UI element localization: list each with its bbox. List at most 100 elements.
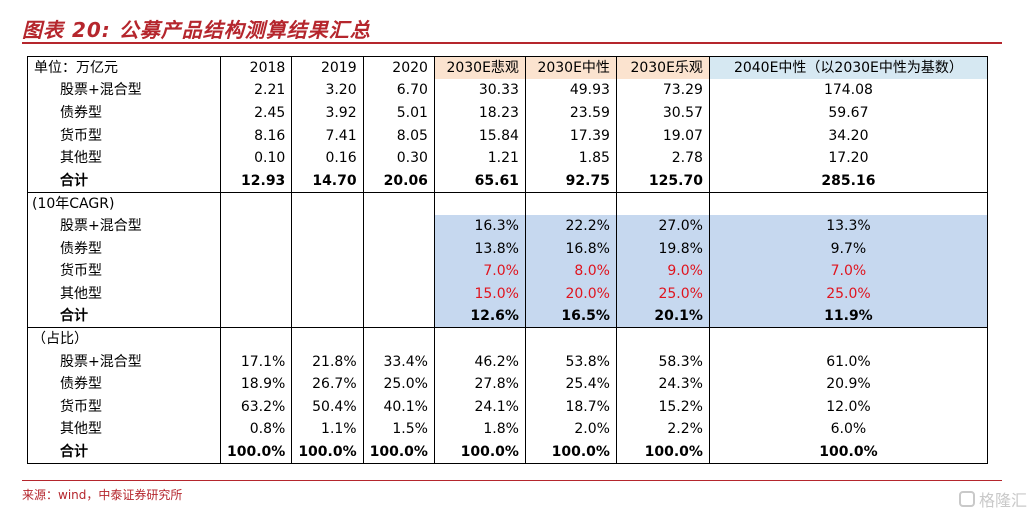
data-cell: 24.3% bbox=[616, 372, 710, 396]
empty-cell bbox=[616, 327, 710, 351]
data-cell: 13.8% bbox=[434, 237, 526, 260]
data-cell: 1.1% bbox=[291, 418, 364, 441]
empty-cell bbox=[363, 327, 435, 351]
watermark-text: 格隆汇 bbox=[978, 491, 1027, 510]
data-cell: 46.2% bbox=[434, 350, 526, 373]
empty-cell bbox=[709, 192, 988, 215]
data-cell: 92.75 bbox=[525, 169, 617, 193]
data-cell: 100.0% bbox=[616, 440, 710, 464]
data-cell: 18.7% bbox=[525, 395, 617, 418]
data-cell: 14.70 bbox=[291, 169, 364, 193]
data-cell: 6.0% bbox=[709, 418, 988, 441]
data-cell: 27.8% bbox=[434, 372, 526, 396]
data-cell: 58.3% bbox=[616, 350, 710, 373]
table-row: 债券型 18.9% 26.7% 25.0% 27.8% 25.4% 24.3% 20.9% bbox=[27, 372, 988, 396]
data-cell: 3.20 bbox=[291, 79, 364, 102]
data-cell: 12.0% bbox=[709, 395, 988, 418]
data-cell: 15.2% bbox=[616, 395, 710, 418]
row-label: 合计 bbox=[27, 169, 221, 193]
data-cell: 16.3% bbox=[434, 214, 526, 238]
data-cell: 1.85 bbox=[525, 146, 617, 170]
row-label: 合计 bbox=[27, 305, 221, 329]
data-cell: 20.9% bbox=[709, 372, 988, 396]
data-cell: 73.29 bbox=[616, 79, 710, 102]
data-cell: 27.0% bbox=[616, 214, 710, 238]
data-cell bbox=[220, 282, 293, 306]
title-underline bbox=[22, 42, 1002, 44]
data-cell: 20.1% bbox=[616, 305, 710, 329]
data-cell: 1.5% bbox=[363, 418, 435, 441]
row-label: 其他型 bbox=[27, 282, 221, 306]
data-cell: 25.4% bbox=[525, 372, 617, 396]
header-cell: 2019 bbox=[291, 56, 364, 80]
data-cell: 65.61 bbox=[434, 169, 526, 193]
data-cell: 1.21 bbox=[434, 146, 526, 170]
data-cell: 22.2% bbox=[525, 214, 617, 238]
row-label: 其他型 bbox=[27, 418, 221, 441]
empty-cell bbox=[616, 192, 710, 215]
row-label: 债券型 bbox=[27, 237, 221, 260]
title-bar: 图表 20: 公募产品结构测算结果汇总 bbox=[22, 8, 1002, 44]
data-cell bbox=[363, 259, 435, 283]
table-row: 货币型 7.0% 8.0% 9.0% 7.0% bbox=[27, 259, 988, 283]
data-cell: 0.10 bbox=[220, 146, 293, 170]
data-cell bbox=[363, 237, 435, 260]
data-cell: 285.16 bbox=[709, 169, 988, 193]
data-cell: 174.08 bbox=[709, 79, 988, 102]
data-cell: 9.0% bbox=[616, 259, 710, 283]
empty-cell bbox=[434, 192, 526, 215]
header-cell: 2030E乐观 bbox=[616, 56, 710, 80]
data-cell: 7.41 bbox=[291, 124, 364, 147]
data-cell: 61.0% bbox=[709, 350, 988, 373]
data-cell: 17.1% bbox=[220, 350, 293, 373]
empty-cell bbox=[291, 192, 364, 215]
table-row: 货币型 8.16 7.41 8.05 15.84 17.39 19.07 34.20 bbox=[27, 124, 988, 147]
data-cell: 40.1% bbox=[363, 395, 435, 418]
table-row: 股票+混合型 2.21 3.20 6.70 30.33 49.93 73.29 174.08 bbox=[27, 79, 988, 102]
data-cell: 9.7% bbox=[709, 237, 988, 260]
data-cell: 17.39 bbox=[525, 124, 617, 147]
data-cell: 6.70 bbox=[363, 79, 435, 102]
empty-cell bbox=[220, 192, 293, 215]
data-cell: 26.7% bbox=[291, 372, 364, 396]
data-cell: 34.20 bbox=[709, 124, 988, 147]
empty-cell bbox=[363, 192, 435, 215]
empty-cell bbox=[525, 192, 617, 215]
data-cell: 100.0% bbox=[291, 440, 364, 464]
data-cell: 2.21 bbox=[220, 79, 293, 102]
data-cell: 23.59 bbox=[525, 101, 617, 125]
data-cell: 0.16 bbox=[291, 146, 364, 170]
data-cell bbox=[220, 305, 293, 329]
data-cell: 12.6% bbox=[434, 305, 526, 329]
watermark-logo-icon bbox=[958, 491, 975, 507]
data-cell bbox=[291, 237, 364, 260]
header-cell: 单位：万亿元 bbox=[27, 56, 221, 80]
row-label: 货币型 bbox=[27, 395, 221, 418]
header-cell: 2040E中性（以2030E中性为基数） bbox=[709, 56, 988, 80]
empty-cell bbox=[434, 327, 526, 351]
data-cell: 63.2% bbox=[220, 395, 293, 418]
data-cell: 7.0% bbox=[434, 259, 526, 283]
data-cell bbox=[220, 237, 293, 260]
data-cell: 53.8% bbox=[525, 350, 617, 373]
row-label: 货币型 bbox=[27, 124, 221, 147]
table-row: 货币型 63.2% 50.4% 40.1% 24.1% 18.7% 15.2% 12.0% bbox=[27, 395, 988, 418]
table-row: 债券型 2.45 3.92 5.01 18.23 23.59 30.57 59.67 bbox=[27, 101, 988, 125]
data-cell: 15.84 bbox=[434, 124, 526, 147]
data-cell: 100.0% bbox=[363, 440, 435, 464]
data-cell: 2.45 bbox=[220, 101, 293, 125]
data-cell: 19.8% bbox=[616, 237, 710, 260]
header-cell: 2020 bbox=[363, 56, 435, 80]
data-cell: 11.9% bbox=[709, 305, 988, 329]
row-label: 股票+混合型 bbox=[27, 79, 221, 102]
data-cell: 30.57 bbox=[616, 101, 710, 125]
data-cell: 21.8% bbox=[291, 350, 364, 373]
total-row: 合计 12.6% 16.5% 20.1% 11.9% bbox=[27, 305, 988, 329]
data-cell bbox=[220, 259, 293, 283]
data-cell: 19.07 bbox=[616, 124, 710, 147]
data-cell bbox=[291, 259, 364, 283]
data-cell: 18.23 bbox=[434, 101, 526, 125]
row-label: 债券型 bbox=[27, 101, 221, 125]
header-row: 单位：万亿元 2018 2019 2020 2030E悲观 2030E中性 2030E乐观 2… bbox=[27, 56, 988, 80]
data-cell: 0.8% bbox=[220, 418, 293, 441]
